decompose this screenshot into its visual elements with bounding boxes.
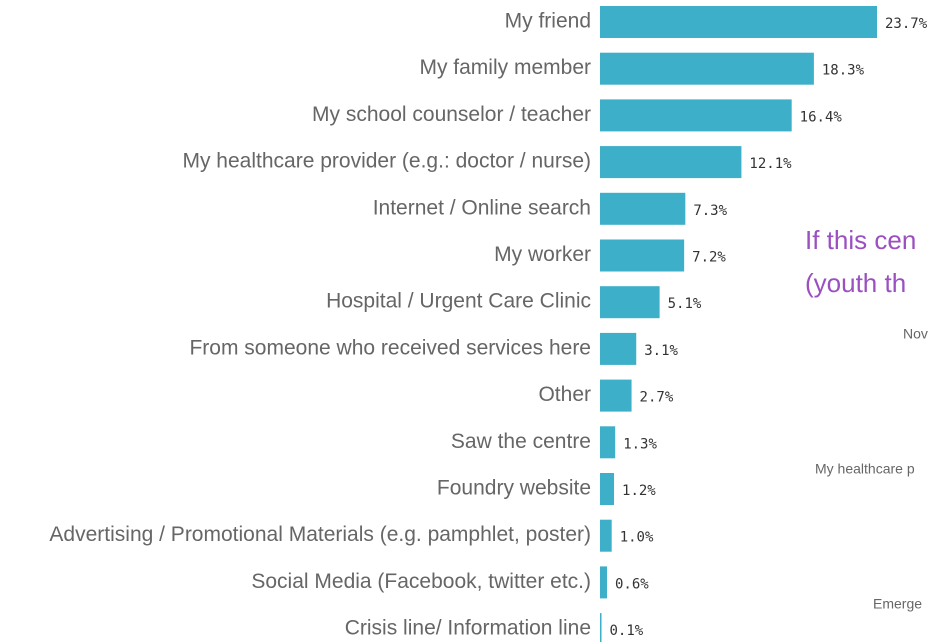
- bar: [600, 99, 792, 132]
- bar: [600, 613, 602, 642]
- bar: [600, 332, 637, 365]
- category-label: Foundry website: [437, 477, 591, 500]
- bar: [600, 239, 685, 272]
- bar: [600, 473, 615, 505]
- bar: [600, 6, 877, 38]
- value-label: 0.1%: [610, 623, 644, 639]
- value-label: 5.1%: [668, 296, 702, 312]
- next-chart-label: Emerge: [873, 596, 922, 612]
- bar: [600, 379, 632, 412]
- category-label: My healthcare provider (e.g.: doctor / n…: [182, 150, 591, 173]
- bar: [600, 286, 660, 319]
- next-chart-title: If this cen: [805, 225, 916, 255]
- next-chart-title: (youth th: [805, 268, 906, 298]
- value-label: 1.0%: [620, 530, 654, 546]
- bar: [600, 192, 686, 225]
- category-label: My family member: [419, 56, 591, 79]
- value-label: 18.3%: [822, 63, 865, 79]
- value-label: 12.1%: [749, 156, 792, 172]
- bar: [600, 146, 742, 179]
- category-label: Saw the centre: [451, 430, 591, 453]
- category-label: Hospital / Urgent Care Clinic: [326, 290, 591, 313]
- value-label: 1.2%: [622, 483, 656, 499]
- value-label: 7.3%: [693, 203, 727, 219]
- bar: [600, 52, 814, 85]
- next-chart-label: Nov: [903, 326, 928, 342]
- category-label: My school counselor / teacher: [312, 103, 591, 126]
- bar: [600, 426, 616, 459]
- category-label: My friend: [505, 10, 591, 33]
- value-label: 0.6%: [615, 576, 649, 592]
- value-label: 1.3%: [623, 436, 657, 452]
- category-label: Other: [538, 383, 591, 406]
- value-label: 23.7%: [885, 16, 928, 32]
- bar: [600, 519, 612, 552]
- category-label: My worker: [494, 243, 591, 266]
- category-label: Social Media (Facebook, twitter etc.): [251, 570, 591, 593]
- category-label: Advertising / Promotional Materials (e.g…: [49, 523, 591, 546]
- value-label: 2.7%: [640, 390, 674, 406]
- value-label: 7.2%: [692, 250, 726, 266]
- category-label: From someone who received services here: [189, 336, 591, 359]
- value-label: 16.4%: [800, 109, 843, 125]
- next-chart-label: My healthcare p: [815, 461, 915, 477]
- bar: [600, 566, 608, 599]
- category-label: Crisis line/ Information line: [345, 617, 591, 640]
- category-label: Internet / Online search: [373, 196, 591, 219]
- value-label: 3.1%: [644, 343, 678, 359]
